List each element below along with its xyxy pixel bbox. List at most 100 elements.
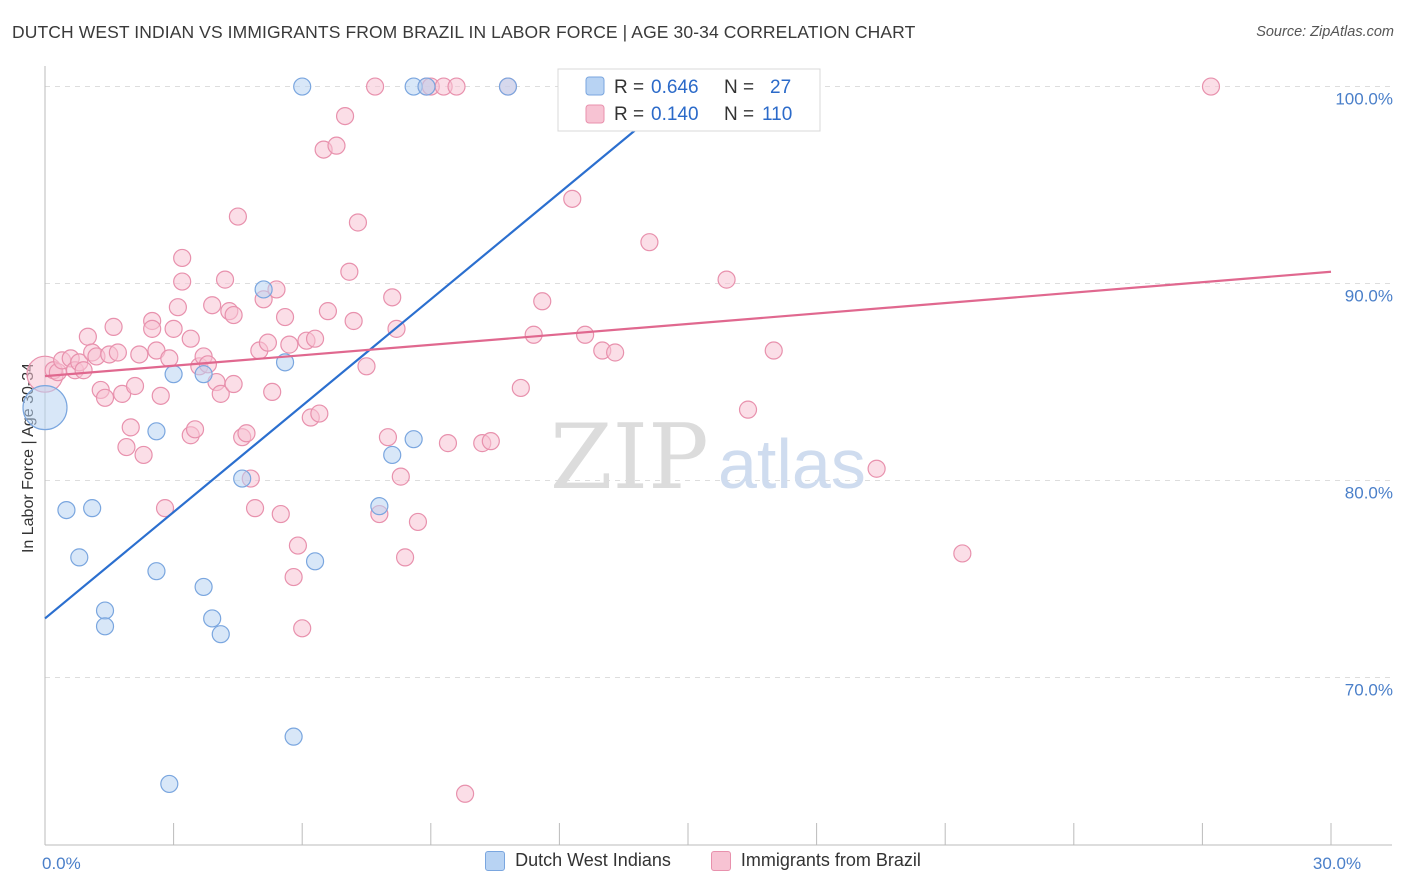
- legend-item-dutch-west-indians[interactable]: Dutch West Indians: [485, 850, 671, 871]
- stats-r-value-pink: 0.140: [651, 104, 699, 125]
- data-point-immigrants-from-brazil: [953, 544, 972, 563]
- data-point-immigrants-from-brazil: [357, 357, 376, 376]
- data-point-immigrants-from-brazil: [563, 189, 582, 208]
- y-tick-label: 100.0%: [1335, 90, 1393, 109]
- data-point-dutch-west-indians: [147, 422, 166, 441]
- data-point-immigrants-from-brazil: [121, 418, 140, 437]
- data-point-immigrants-from-brazil: [438, 434, 458, 453]
- data-point-dutch-west-indians: [284, 727, 303, 746]
- stats-n-value-pink: 110: [762, 104, 792, 125]
- data-point-dutch-west-indians: [305, 552, 325, 571]
- data-point-immigrants-from-brazil: [524, 325, 543, 344]
- data-point-immigrants-from-brazil: [95, 388, 115, 407]
- watermark-atlas: atlas: [718, 425, 866, 503]
- data-point-immigrants-from-brazil: [344, 311, 363, 331]
- data-point-dutch-west-indians: [417, 77, 436, 96]
- data-point-immigrants-from-brazil: [168, 298, 187, 317]
- stats-r-value-blue: 0.646: [651, 77, 699, 98]
- trendline-immigrants-from-brazil: [44, 270, 1332, 378]
- data-point-immigrants-from-brazil: [173, 272, 192, 291]
- data-point-immigrants-from-brazil: [533, 292, 552, 311]
- data-point-immigrants-from-brazil: [125, 376, 145, 396]
- data-point-immigrants-from-brazil: [447, 77, 466, 96]
- data-point-immigrants-from-brazil: [455, 784, 475, 803]
- data-point-immigrants-from-brazil: [640, 233, 659, 252]
- trendline-dutch-west-indians: [44, 85, 689, 620]
- data-point-immigrants-from-brazil: [104, 317, 123, 336]
- trendlines: [44, 85, 1332, 620]
- data-point-immigrants-from-brazil: [383, 288, 402, 307]
- data-point-dutch-west-indians: [275, 353, 295, 372]
- data-point-dutch-west-indians: [83, 499, 102, 518]
- data-point-immigrants-from-brazil: [74, 361, 93, 380]
- data-point-dutch-west-indians: [293, 77, 312, 96]
- x-tick-label: 30.0%: [1313, 854, 1361, 873]
- data-point-immigrants-from-brazil: [117, 437, 136, 457]
- data-point-immigrants-from-brazil: [237, 424, 256, 443]
- data-point-immigrants-from-brazil: [160, 349, 179, 368]
- data-point-immigrants-from-brazil: [224, 374, 243, 394]
- data-point-immigrants-from-brazil: [173, 248, 192, 268]
- data-point-immigrants-from-brazil: [78, 327, 97, 346]
- data-point-dutch-west-indians: [498, 77, 518, 96]
- stats-swatch-pink: [585, 104, 605, 124]
- data-point-immigrants-from-brazil: [108, 343, 127, 362]
- legend-label-dutch-west-indians: Dutch West Indians: [515, 850, 671, 870]
- watermark-zip: ZIP: [550, 405, 709, 510]
- data-point-dutch-west-indians: [383, 445, 402, 465]
- data-point-immigrants-from-brazil: [340, 262, 359, 281]
- data-point-immigrants-from-brazil: [310, 404, 329, 423]
- stats-n-label-blue: N =: [724, 77, 754, 98]
- data-point-immigrants-from-brazil: [245, 499, 265, 518]
- data-point-dutch-west-indians: [160, 774, 179, 794]
- stats-r-label-pink: R =: [614, 104, 644, 125]
- legend-swatch-pink: [710, 850, 731, 871]
- data-point-immigrants-from-brazil: [164, 319, 183, 338]
- data-point-immigrants-from-brazil: [181, 329, 200, 348]
- y-tick-label: 90.0%: [1345, 287, 1393, 306]
- data-point-immigrants-from-brazil: [151, 386, 170, 405]
- stats-r-label-blue: R =: [614, 77, 644, 98]
- data-point-immigrants-from-brazil: [155, 499, 175, 518]
- legend-item-immigrants-from-brazil[interactable]: Immigrants from Brazil: [710, 850, 921, 871]
- data-point-dutch-west-indians: [211, 625, 230, 644]
- data-point-immigrants-from-brazil: [130, 345, 149, 364]
- watermark: ZIP atlas: [550, 405, 866, 510]
- data-point-immigrants-from-brazil: [391, 467, 410, 486]
- y-tick-label: 80.0%: [1345, 484, 1393, 503]
- series-immigrants-from-brazil: [26, 77, 1221, 803]
- legend: Dutch West Indians Immigrants from Brazi…: [0, 850, 1406, 871]
- data-point-immigrants-from-brazil: [481, 432, 500, 451]
- data-point-immigrants-from-brazil: [408, 512, 428, 532]
- data-point-immigrants-from-brazil: [228, 207, 247, 226]
- series-dutch-west-indians: [22, 77, 616, 794]
- data-point-immigrants-from-brazil: [185, 420, 205, 439]
- data-point-immigrants-from-brazil: [1201, 77, 1221, 96]
- stats-swatch-blue: [585, 76, 605, 96]
- data-point-dutch-west-indians: [57, 501, 76, 520]
- data-point-dutch-west-indians: [194, 577, 213, 597]
- data-point-dutch-west-indians: [147, 562, 166, 581]
- data-point-immigrants-from-brazil: [717, 270, 736, 289]
- stats-box: R = 0.646 N = 27 R = 0.140 N = 110: [557, 68, 821, 132]
- chart-title: DUTCH WEST INDIAN VS IMMIGRANTS FROM BRA…: [12, 22, 916, 42]
- data-point-dutch-west-indians: [95, 601, 115, 620]
- gridlines: [45, 86, 1391, 679]
- data-point-immigrants-from-brazil: [275, 307, 295, 327]
- legend-label-immigrants-from-brazil: Immigrants from Brazil: [740, 850, 921, 870]
- legend-swatch-blue: [485, 850, 506, 871]
- data-point-dutch-west-indians: [233, 469, 252, 488]
- data-point-immigrants-from-brazil: [318, 302, 338, 321]
- data-point-immigrants-from-brazil: [263, 382, 282, 401]
- data-point-dutch-west-indians: [404, 430, 423, 449]
- data-point-immigrants-from-brazil: [867, 459, 886, 478]
- data-point-immigrants-from-brazil: [511, 378, 530, 398]
- data-point-immigrants-from-brazil: [365, 77, 385, 96]
- data-point-immigrants-from-brazil: [576, 325, 595, 344]
- data-point-dutch-west-indians: [203, 609, 222, 628]
- data-point-immigrants-from-brazil: [284, 567, 303, 587]
- data-point-dutch-west-indians: [95, 617, 115, 636]
- data-point-immigrants-from-brazil: [258, 333, 278, 352]
- axes: [44, 66, 1392, 846]
- data-point-immigrants-from-brazil: [293, 619, 312, 638]
